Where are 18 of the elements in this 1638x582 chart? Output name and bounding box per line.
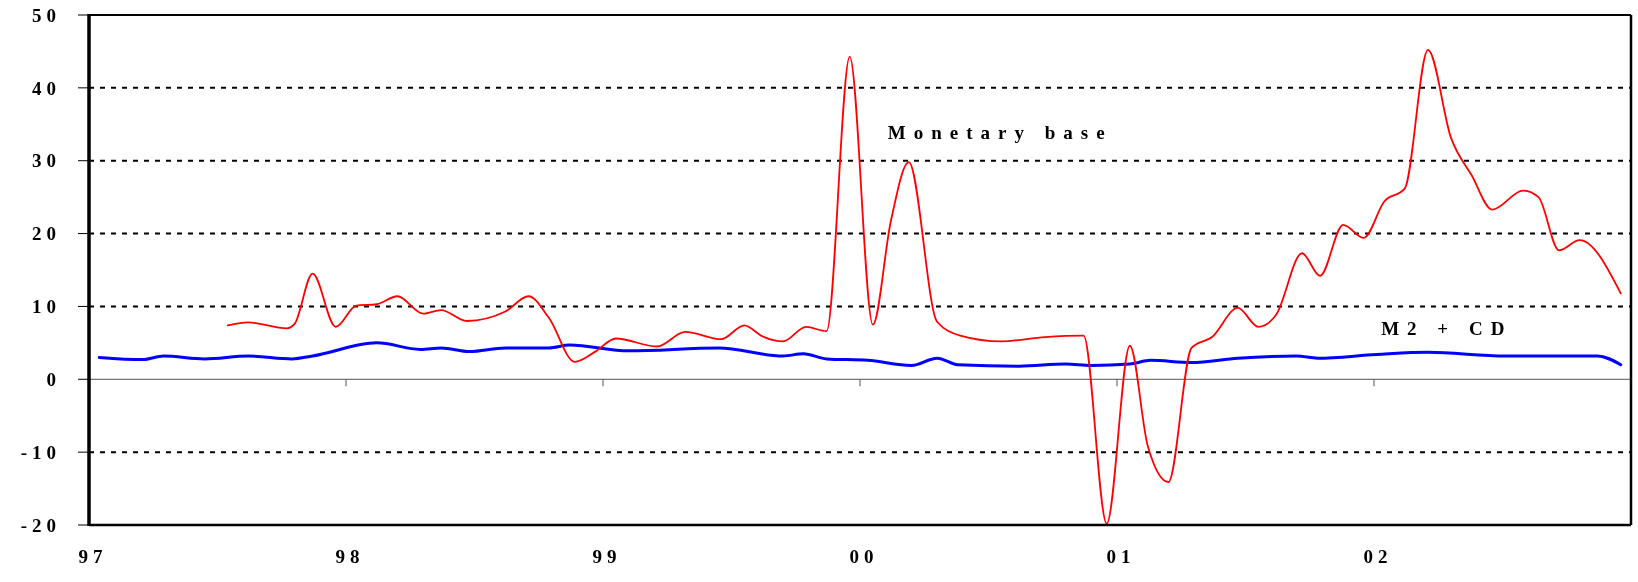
y-tick-label: 20 (32, 223, 61, 245)
y-tick-label: 40 (32, 77, 61, 99)
y-tick-label: -20 (20, 514, 61, 536)
y-tick-label: 10 (32, 296, 61, 318)
y-tick-label: 50 (32, 4, 61, 26)
x-tick-label: 97 (78, 546, 108, 567)
series-label: Monetary base (887, 121, 1113, 143)
x-tick-label: 02 (1363, 546, 1393, 567)
x-tick-label: 98 (335, 546, 365, 567)
series-label: M2 + CD (1381, 317, 1513, 339)
y-tick-label: 0 (46, 368, 61, 390)
x-tick-label: 99 (592, 546, 622, 567)
line-series (97, 341, 1623, 368)
y-tick-label: 30 (32, 150, 61, 172)
x-tick-label: 01 (1106, 546, 1136, 567)
y-tick-label: -10 (20, 441, 61, 463)
line-series (226, 49, 1622, 525)
x-tick-label: 00 (849, 546, 879, 567)
